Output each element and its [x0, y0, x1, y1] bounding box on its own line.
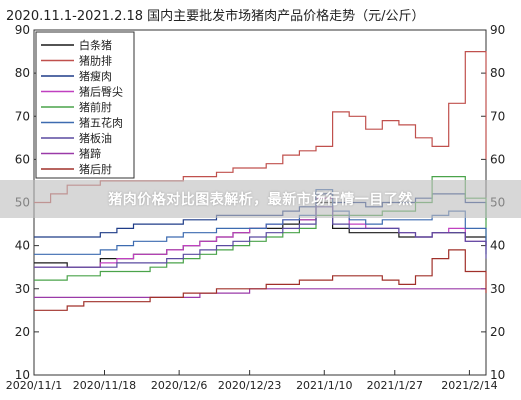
- legend-label: 猪板油: [79, 131, 112, 145]
- y-tick-label-right: 10: [490, 368, 505, 382]
- x-axis: 2020/11/1 2020/11/18 2020/12/6 2020/12/23 20…: [6, 370, 498, 392]
- y-tick-label-left: 20: [15, 325, 30, 339]
- x-tick-label: 2020/11/1: [6, 379, 62, 392]
- y-tick-label-right: 30: [490, 282, 505, 296]
- y-tick-label-right: 90: [490, 23, 505, 37]
- y-tick-label-left: 80: [15, 66, 30, 80]
- y-tick-label-left: 70: [15, 109, 30, 123]
- y-tick-label-left: 60: [15, 152, 30, 166]
- legend-label: 猪五花肉: [79, 117, 123, 130]
- y-tick-label-left: 30: [15, 282, 30, 296]
- y-tick-label-right: 80: [490, 66, 505, 80]
- x-tick-label: 2020/12/6: [151, 379, 207, 392]
- y-tick-label-left: 90: [15, 23, 30, 37]
- y-tick-label-right: 20: [490, 325, 505, 339]
- overlay-banner: 猪肉价格对比图表解析，最新市场行情一目了然: [0, 180, 521, 218]
- x-tick-label: 2020/12/23: [218, 379, 281, 392]
- x-tick-label: 2021/1/10: [296, 379, 352, 392]
- x-tick-label: 2020/11/18: [73, 379, 136, 392]
- y-tick-label-right: 40: [490, 239, 505, 253]
- legend-label: 猪后臀尖: [79, 86, 123, 99]
- legend-label: 猪肋排: [79, 54, 112, 68]
- legend-label: 猪前肘: [79, 100, 112, 114]
- x-tick-label: 2021/2/14: [441, 379, 497, 392]
- x-tick-label: 2021/1/27: [367, 379, 423, 392]
- y-tick-label-left: 40: [15, 239, 30, 253]
- legend-label: 白条猪: [79, 38, 112, 52]
- legend-label: 猪后肘: [79, 162, 112, 176]
- legend-label: 猪瘦肉: [79, 69, 112, 83]
- legend-label: 猪蹄: [79, 147, 101, 161]
- series-line: [34, 189, 487, 255]
- y-axis-left: 102030405060708090: [15, 23, 39, 382]
- chart-title: 2020.11.1-2021.2.18 国内主要批发市场猪肉产品价格走势（元/公…: [6, 8, 425, 24]
- series-line: [34, 288, 486, 298]
- series-line: [34, 249, 487, 311]
- y-tick-label-left: 10: [15, 368, 30, 382]
- series-line: [34, 206, 487, 268]
- y-tick-label-right: 60: [490, 152, 505, 166]
- y-tick-label-right: 70: [490, 109, 505, 123]
